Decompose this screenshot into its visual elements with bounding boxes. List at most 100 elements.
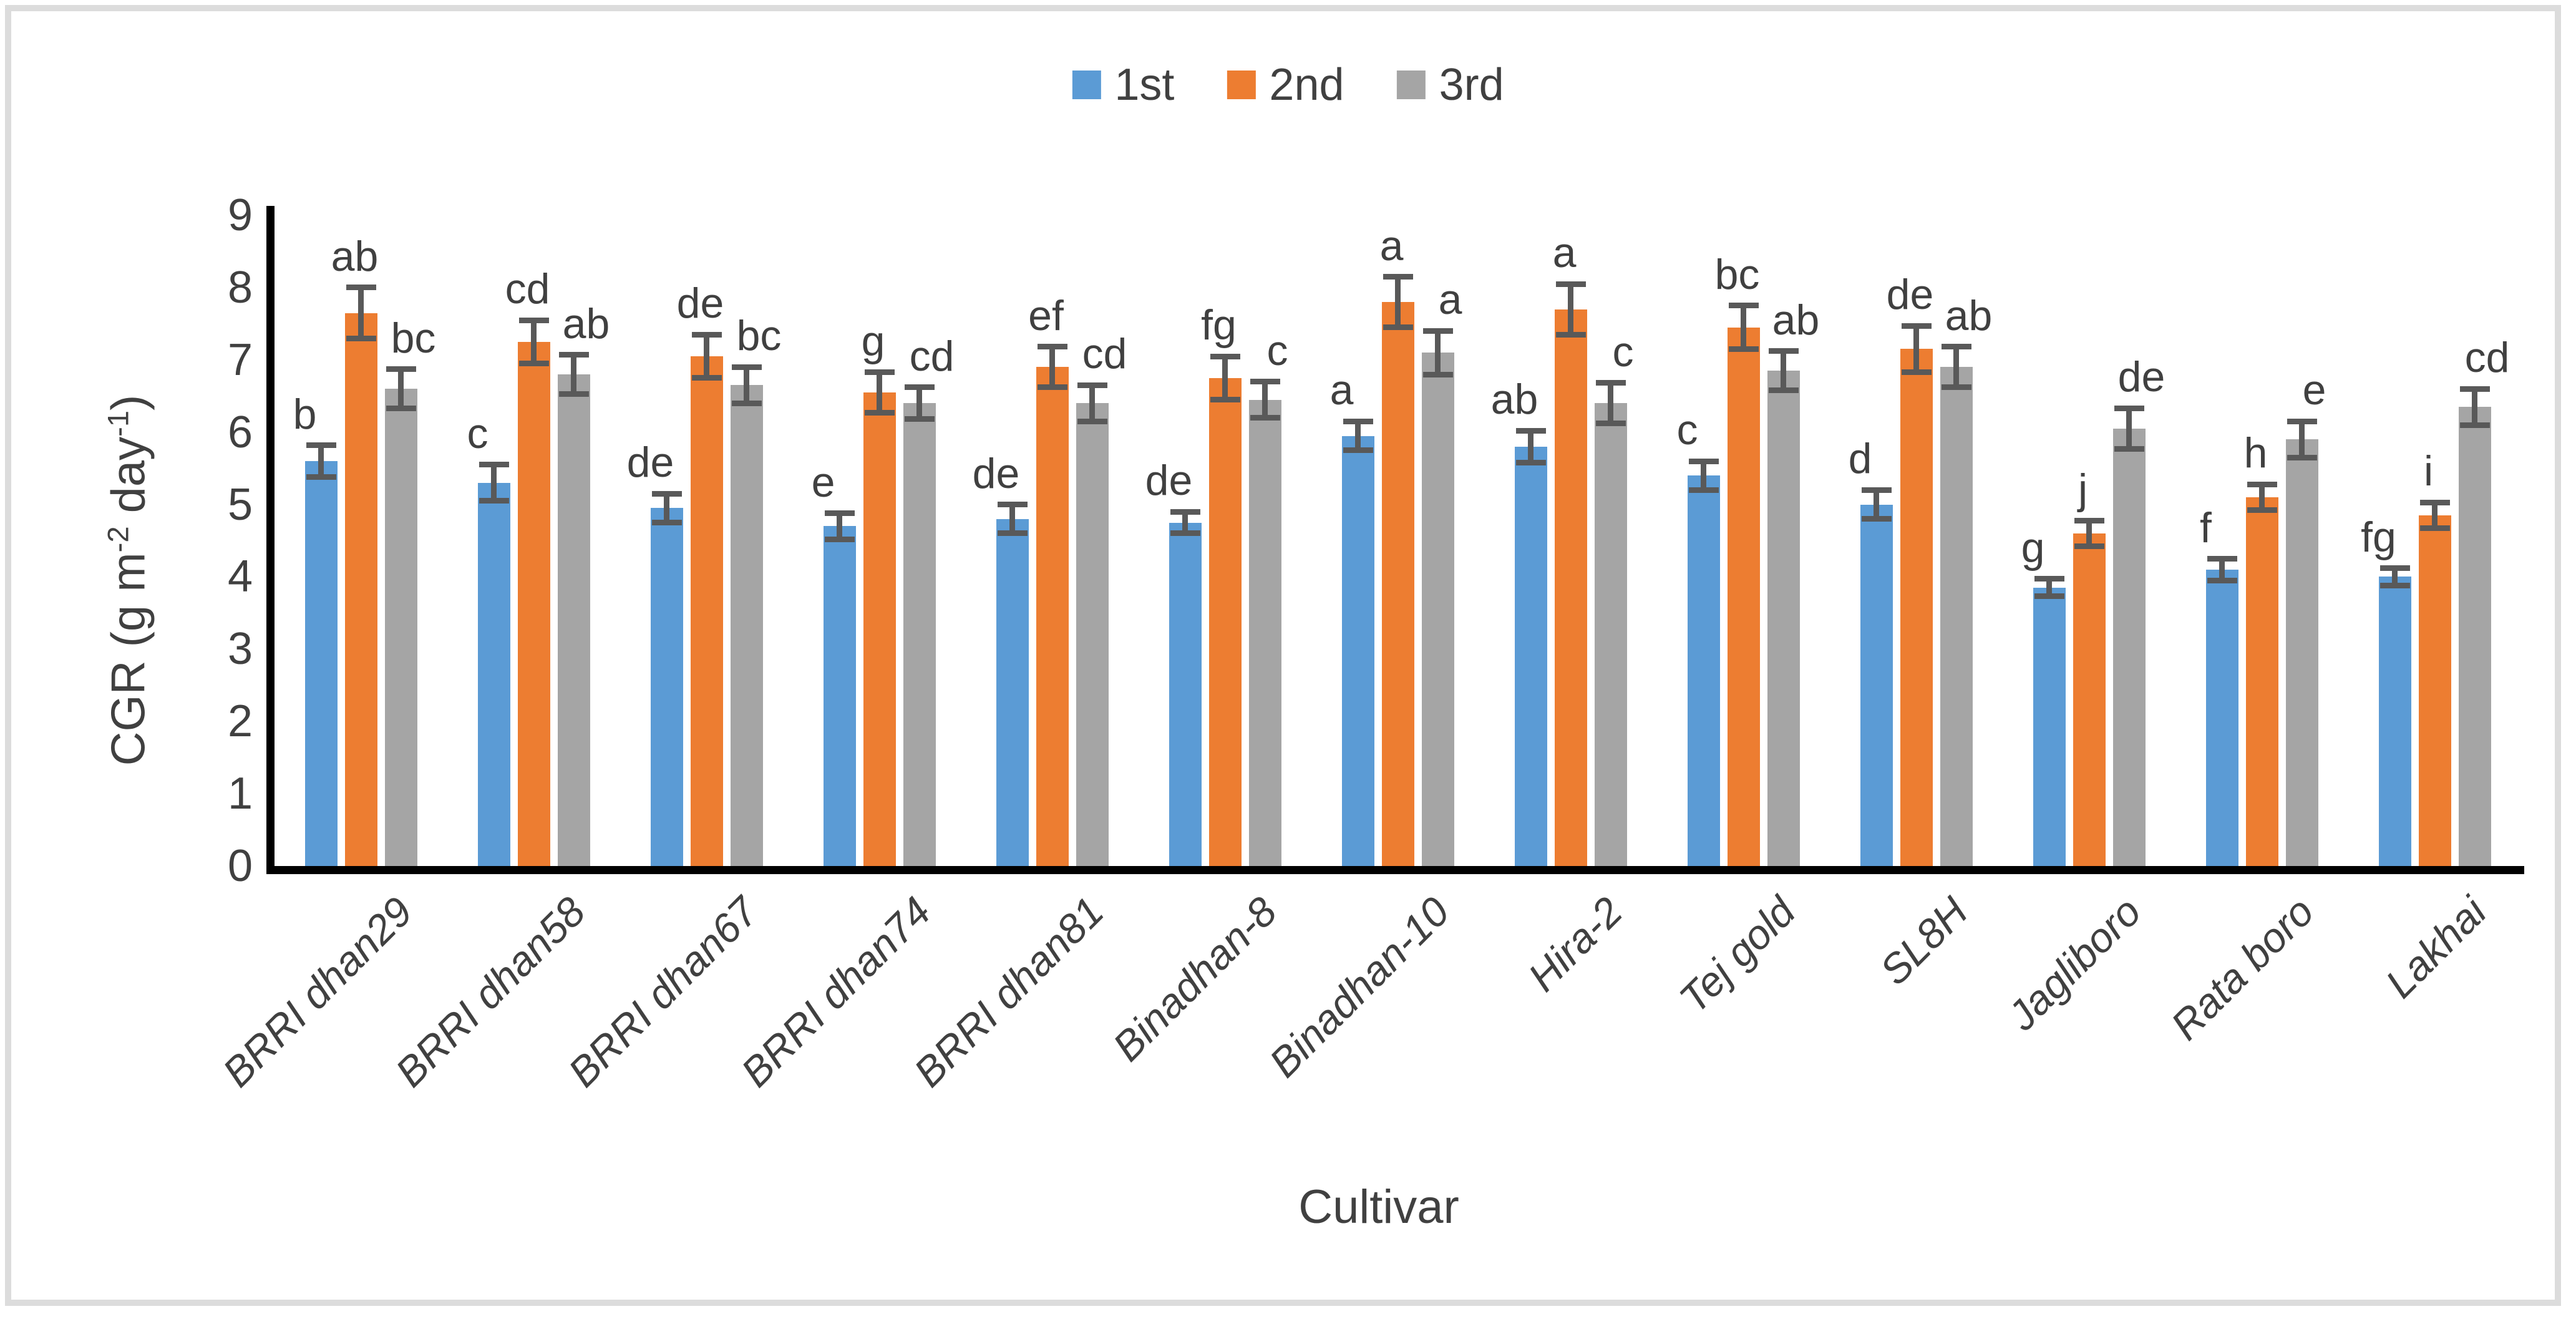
bar-1st-BRRI dhan58 bbox=[477, 482, 510, 866]
error-bar-3rd-BRRI dhan29 bbox=[398, 369, 404, 409]
error-bar-1st-SL8H bbox=[1874, 490, 1879, 519]
significance-letter-1st-SL8H: d bbox=[1848, 435, 1872, 483]
error-bar-cap-top bbox=[731, 364, 762, 370]
error-bar-1st-Lakhai bbox=[2392, 568, 2398, 586]
bar-2nd-BRRI dhan67 bbox=[690, 356, 723, 866]
error-bar-cap-top bbox=[904, 384, 935, 391]
error-bar-cap-top bbox=[1688, 458, 1719, 464]
significance-letter-3rd-Hira-2: c bbox=[1612, 328, 1634, 376]
bar-1st-BRRI dhan67 bbox=[650, 508, 683, 866]
significance-letter-3rd-BRRI dhan74: cd bbox=[909, 332, 955, 380]
error-bar-cap-bottom bbox=[1210, 397, 1240, 403]
error-bar-cap-top bbox=[864, 369, 895, 376]
error-bar-1st-BRRI dhan81 bbox=[1009, 504, 1015, 533]
error-bar-cap-bottom bbox=[1941, 384, 1971, 391]
error-bar-2nd-Binadhan-8 bbox=[1222, 356, 1228, 400]
error-bar-cap-top bbox=[2034, 576, 2064, 582]
error-bar-1st-Binadhan-8 bbox=[1182, 512, 1188, 533]
error-bar-cap-bottom bbox=[306, 474, 336, 480]
error-bar-1st-BRRI dhan74 bbox=[837, 513, 842, 540]
error-bar-cap-bottom bbox=[1077, 418, 1107, 424]
significance-letter-3rd-BRRI dhan81: cd bbox=[1082, 330, 1127, 378]
significance-letter-2nd-Hira-2: a bbox=[1552, 229, 1577, 277]
error-bar-cap-bottom bbox=[2034, 593, 2064, 600]
error-bar-cap-bottom bbox=[2459, 422, 2490, 428]
y-tick-label-1: 1 bbox=[227, 769, 253, 819]
error-bar-cap-bottom bbox=[1422, 371, 1453, 377]
bar-3rd-BRRI dhan29 bbox=[384, 389, 417, 866]
bar-2nd-Tej gold bbox=[1727, 327, 1760, 866]
error-bar-cap-top bbox=[1037, 344, 1067, 350]
bar-1st-Rata boro bbox=[2205, 569, 2238, 866]
error-bar-cap-bottom bbox=[824, 536, 855, 542]
error-bar-1st-Rata boro bbox=[2219, 558, 2225, 581]
error-bar-cap-top bbox=[2207, 556, 2237, 562]
significance-letter-1st-Lakhai: fg bbox=[2361, 513, 2396, 561]
significance-letter-1st-Jagliboro: g bbox=[2021, 523, 2045, 572]
significance-letter-3rd-BRRI dhan67: bc bbox=[736, 312, 782, 360]
significance-letter-2nd-SL8H: de bbox=[1886, 271, 1934, 319]
error-bar-1st-Hira-2 bbox=[1528, 431, 1533, 463]
significance-letter-1st-Binadhan-10: a bbox=[1329, 366, 1354, 414]
error-bar-3rd-BRRI dhan58 bbox=[571, 354, 576, 394]
error-bar-cap-bottom bbox=[2114, 445, 2144, 452]
error-bar-3rd-BRRI dhan81 bbox=[1089, 385, 1095, 422]
error-bar-cap-top bbox=[518, 317, 549, 323]
error-bar-cap-bottom bbox=[1595, 421, 1626, 427]
bar-2nd-SL8H bbox=[1900, 349, 1933, 866]
bar-1st-Lakhai bbox=[2378, 577, 2411, 866]
error-bar-3rd-Tej gold bbox=[1781, 351, 1786, 391]
bar-3rd-BRRI dhan74 bbox=[903, 403, 936, 866]
error-bar-cap-bottom bbox=[904, 416, 935, 422]
bar-3rd-BRRI dhan81 bbox=[1076, 403, 1109, 866]
error-bar-cap-bottom bbox=[1555, 331, 1586, 338]
bar-1st-BRRI dhan74 bbox=[823, 526, 856, 866]
error-bar-cap-top bbox=[1901, 323, 1932, 329]
error-bar-cap-top bbox=[1077, 382, 1107, 388]
significance-letter-1st-Hira-2: ab bbox=[1490, 376, 1538, 424]
bar-3rd-Binadhan-8 bbox=[1248, 399, 1281, 866]
significance-letter-3rd-BRRI dhan29: bc bbox=[391, 314, 436, 362]
error-bar-cap-bottom bbox=[1901, 369, 1932, 376]
error-bar-cap-bottom bbox=[1037, 384, 1067, 391]
error-bar-cap-top bbox=[2459, 386, 2490, 392]
error-bar-cap-bottom bbox=[1170, 530, 1200, 537]
bar-2nd-Rata boro bbox=[2245, 497, 2278, 866]
error-bar-cap-bottom bbox=[1768, 387, 1799, 393]
y-axis-title-part: -1 bbox=[101, 410, 135, 437]
error-bar-cap-top bbox=[386, 366, 416, 372]
error-bar-3rd-BRRI dhan74 bbox=[916, 387, 922, 419]
y-tick-label-6: 6 bbox=[227, 407, 253, 457]
significance-letter-2nd-Rata boro: h bbox=[2243, 429, 2268, 477]
bar-2nd-Binadhan-10 bbox=[1381, 302, 1414, 866]
y-axis-title-part: day bbox=[102, 436, 155, 527]
y-tick-label-9: 9 bbox=[227, 190, 253, 241]
error-bar-cap-top bbox=[1515, 427, 1546, 434]
significance-letter-3rd-Binadhan-8: c bbox=[1266, 326, 1288, 374]
error-bar-cap-top bbox=[1595, 380, 1626, 386]
error-bar-cap-top bbox=[479, 462, 509, 468]
significance-letter-1st-BRRI dhan67: de bbox=[626, 439, 674, 487]
bar-3rd-Jagliboro bbox=[2112, 428, 2146, 866]
y-tick-label-8: 8 bbox=[227, 262, 253, 313]
error-bar-1st-BRRI dhan58 bbox=[491, 464, 497, 501]
y-axis-title-part: -2 bbox=[101, 526, 135, 553]
error-bar-1st-Tej gold bbox=[1701, 461, 1706, 490]
error-bar-2nd-Rata boro bbox=[2259, 484, 2265, 510]
error-bar-cap-bottom bbox=[651, 520, 682, 526]
error-bar-cap-top bbox=[2247, 481, 2277, 487]
bar-1st-SL8H bbox=[1860, 504, 1893, 866]
error-bar-2nd-Binadhan-10 bbox=[1395, 276, 1401, 328]
error-bar-cap-bottom bbox=[691, 375, 722, 381]
error-bar-1st-Binadhan-10 bbox=[1355, 421, 1361, 450]
y-axis-line bbox=[266, 206, 275, 874]
bar-3rd-Lakhai bbox=[2458, 407, 2491, 866]
error-bar-3rd-Binadhan-10 bbox=[1435, 331, 1441, 374]
error-bar-cap-top bbox=[2114, 405, 2144, 411]
figure-border bbox=[5, 5, 2561, 1306]
significance-letter-3rd-Binadhan-10: a bbox=[1438, 276, 1462, 324]
bar-2nd-Binadhan-8 bbox=[1208, 377, 1242, 866]
error-bar-cap-top bbox=[2379, 565, 2410, 572]
significance-letter-2nd-BRRI dhan29: ab bbox=[331, 232, 379, 280]
